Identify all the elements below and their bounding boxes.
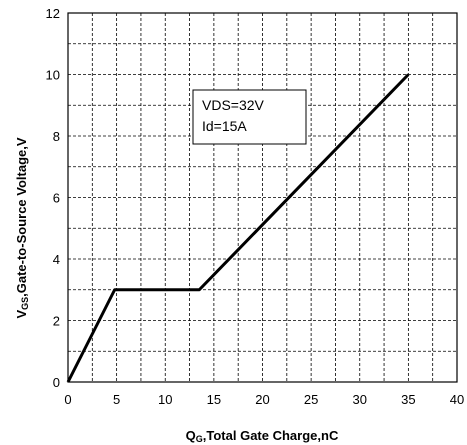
y-axis-label-sub: GS	[20, 297, 30, 310]
x-tick-label: 5	[113, 392, 120, 407]
annotation-line-1: VDS=32V	[202, 97, 265, 113]
y-tick-label: 2	[53, 314, 60, 329]
x-tick-label: 30	[353, 392, 367, 407]
annotation-line-2: Id=15A	[202, 118, 247, 134]
annotation-box: VDS=32V Id=15A	[192, 89, 307, 145]
x-tick-label: 10	[158, 392, 172, 407]
x-tick-labels: 0 5 10 15 20 25 30 35 40	[64, 392, 464, 407]
series-line	[66, 73, 410, 383]
x-tick-label: 0	[64, 392, 71, 407]
plot-frame	[67, 12, 458, 383]
y-tick-label: 4	[53, 252, 60, 267]
x-axis-label-sub: G	[196, 434, 203, 444]
x-tick-label: 20	[255, 392, 269, 407]
x-axis-label: QG,Total Gate Charge,nC	[186, 428, 339, 444]
x-axis-label-rest: ,Total Gate Charge,nC	[203, 428, 339, 443]
series-group	[66, 73, 410, 383]
y-tick-label: 0	[53, 375, 60, 390]
grid	[68, 13, 457, 382]
y-tick-labels: 0 2 4 6 8 10 12	[46, 6, 60, 390]
x-tick-label: 40	[450, 392, 464, 407]
y-axis-label-main: V	[14, 310, 29, 319]
y-tick-label: 8	[53, 129, 60, 144]
y-axis-label: VGS,Gate-to-Source Voltage,V	[14, 137, 30, 318]
y-axis-label-rest: ,Gate-to-Source Voltage,V	[14, 137, 29, 297]
x-tick-label: 15	[207, 392, 221, 407]
y-tick-label: 10	[46, 68, 60, 83]
x-tick-label: 35	[401, 392, 415, 407]
x-axis-label-main: Q	[186, 428, 196, 443]
y-tick-label: 12	[46, 6, 60, 21]
y-tick-label: 6	[53, 191, 60, 206]
x-tick-label: 25	[304, 392, 318, 407]
